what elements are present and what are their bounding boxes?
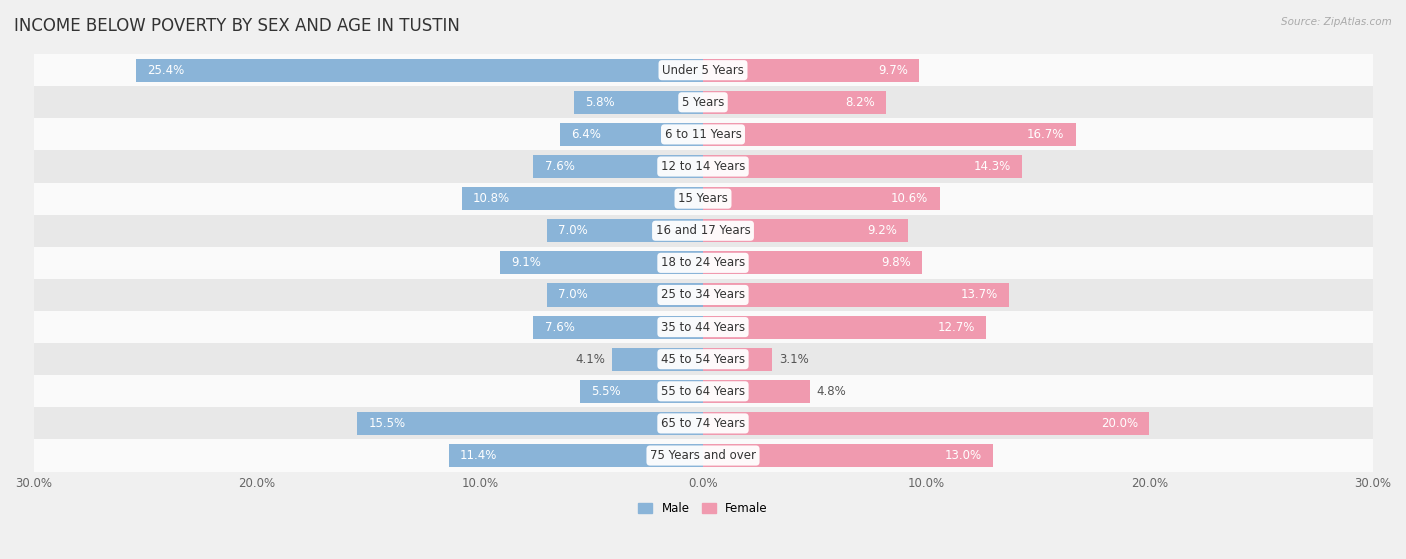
Bar [449,444,703,467]
Bar [34,215,1372,247]
Text: 55 to 64 Years: 55 to 64 Years [661,385,745,398]
Bar [581,380,703,403]
Bar [703,123,1076,146]
Bar [34,183,1372,215]
Bar [34,343,1372,375]
Text: 4.1%: 4.1% [575,353,605,366]
Bar [703,155,1022,178]
Text: 35 to 44 Years: 35 to 44 Years [661,320,745,334]
Text: 9.2%: 9.2% [868,224,897,237]
Text: INCOME BELOW POVERTY BY SEX AND AGE IN TUSTIN: INCOME BELOW POVERTY BY SEX AND AGE IN T… [14,17,460,35]
Bar [703,283,1008,306]
Text: 15.5%: 15.5% [368,417,405,430]
Bar [34,150,1372,183]
Bar [703,59,920,82]
Bar [547,283,703,306]
Text: 65 to 74 Years: 65 to 74 Years [661,417,745,430]
Text: 7.0%: 7.0% [558,288,588,301]
Bar [612,348,703,371]
Text: 7.6%: 7.6% [544,160,575,173]
Text: 4.8%: 4.8% [817,385,846,398]
Text: 11.4%: 11.4% [460,449,498,462]
Bar [463,187,703,210]
Bar [703,187,939,210]
Bar [34,375,1372,408]
Legend: Male, Female: Male, Female [634,498,772,520]
Text: 75 Years and over: 75 Years and over [650,449,756,462]
Bar [34,119,1372,150]
Bar [34,439,1372,472]
Bar [34,247,1372,279]
Bar [357,412,703,435]
Text: 10.6%: 10.6% [891,192,928,205]
Text: 6.4%: 6.4% [571,128,602,141]
Bar [34,86,1372,119]
Text: 45 to 54 Years: 45 to 54 Years [661,353,745,366]
Text: 15 Years: 15 Years [678,192,728,205]
Bar [34,311,1372,343]
Bar [501,252,703,274]
Text: 3.1%: 3.1% [779,353,808,366]
Text: 10.8%: 10.8% [474,192,510,205]
Text: 9.8%: 9.8% [880,257,911,269]
Text: 20.0%: 20.0% [1101,417,1139,430]
Text: 7.6%: 7.6% [544,320,575,334]
Text: 7.0%: 7.0% [558,224,588,237]
Text: 5.5%: 5.5% [592,385,621,398]
Text: 6 to 11 Years: 6 to 11 Years [665,128,741,141]
Text: 25.4%: 25.4% [148,64,184,77]
Bar [703,348,772,371]
Bar [34,54,1372,86]
Text: Under 5 Years: Under 5 Years [662,64,744,77]
Bar [533,155,703,178]
Text: 16.7%: 16.7% [1028,128,1064,141]
Text: 25 to 34 Years: 25 to 34 Years [661,288,745,301]
Text: 9.7%: 9.7% [879,64,908,77]
Text: 5 Years: 5 Years [682,96,724,109]
Bar [703,444,993,467]
Bar [136,59,703,82]
Text: 13.0%: 13.0% [945,449,981,462]
Bar [703,380,810,403]
Text: 12 to 14 Years: 12 to 14 Years [661,160,745,173]
Bar [547,219,703,242]
Bar [703,219,908,242]
Text: 16 and 17 Years: 16 and 17 Years [655,224,751,237]
Text: 12.7%: 12.7% [938,320,976,334]
Text: 8.2%: 8.2% [845,96,875,109]
Bar [34,279,1372,311]
Bar [703,91,886,114]
Bar [703,252,922,274]
Text: 18 to 24 Years: 18 to 24 Years [661,257,745,269]
Bar [533,315,703,339]
Text: 13.7%: 13.7% [960,288,998,301]
Text: 14.3%: 14.3% [974,160,1011,173]
Bar [703,315,987,339]
Text: 9.1%: 9.1% [510,257,541,269]
Bar [34,408,1372,439]
Text: 5.8%: 5.8% [585,96,614,109]
Bar [574,91,703,114]
Text: Source: ZipAtlas.com: Source: ZipAtlas.com [1281,17,1392,27]
Bar [703,412,1149,435]
Bar [560,123,703,146]
